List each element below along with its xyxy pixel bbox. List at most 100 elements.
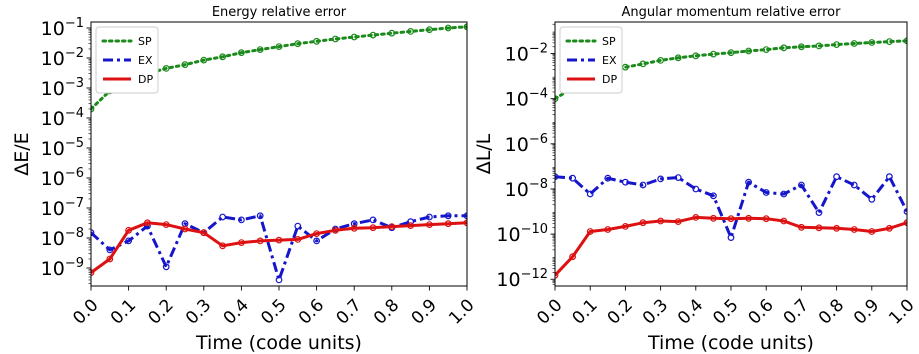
data-point-sp [833,41,840,48]
data-point-ex [313,237,321,245]
data-point-ex [850,181,858,189]
data-point-ex [91,229,95,237]
data-point-ex [350,220,358,228]
data-point-dp [388,223,396,231]
data-point-sp [444,24,452,32]
y-tick-label: 10−7 [41,196,84,220]
plot-frame [90,21,468,287]
data-point-sp [745,47,752,55]
data-point-sp [294,40,302,48]
y-tick-label: 10−8 [505,177,548,201]
y-tick-label: 10−2 [505,42,548,66]
x-tick-label: 0.0 [69,295,102,328]
data-point-ex [833,173,840,181]
data-point-ex [780,190,788,198]
legend-label-sp: SP [138,35,152,48]
x-tick-label: 0.8 [370,295,403,328]
data-point-dp [275,236,283,244]
data-point-ex [569,174,576,182]
legend: SP EX DP [559,26,623,94]
x-tick-label: 0.4 [674,295,707,328]
data-point-sp [91,105,95,113]
data-point-dp [294,235,302,243]
y-tick-label: 10−1 [41,16,84,40]
data-point-sp [275,43,283,50]
data-point-dp [833,224,840,232]
data-point-dp [692,213,700,221]
x-tick-label: 0.1 [568,295,601,328]
data-point-dp [710,214,717,222]
y-tick-label: 10−2 [41,46,84,70]
series-line-ex [555,175,907,240]
data-point-sp [350,33,358,41]
data-point-dp [463,219,467,227]
data-point-dp [762,215,770,223]
x-tick-label: 0.4 [220,295,253,328]
chart-panel-2: Angular momentum relative error 10−2 10−4 1… [473,5,919,354]
data-point-sp [463,23,467,31]
x-axis-label: Time (code units) [195,332,362,354]
y-tick-label: 10−4 [505,87,548,111]
data-point-ex [622,178,629,186]
plot-frame [554,21,908,287]
data-point-ex [444,212,452,220]
data-point-ex [219,213,227,221]
x-tick-label: 0.7 [780,295,813,328]
x-tick-label: 0.6 [744,295,777,328]
data-point-sp [200,56,208,64]
data-point-ex [586,190,594,198]
data-point-sp [886,38,893,45]
data-point-ex [275,276,283,284]
x-tick-label: 0.6 [295,295,328,328]
data-point-dp [256,237,264,245]
x-tick-label: 1.0 [445,295,478,328]
data-point-sp [850,40,858,47]
data-point-dp [125,226,133,234]
data-point-dp [407,222,415,230]
data-point-sp [692,52,700,60]
data-point-ex [237,216,245,224]
data-point-ex [463,212,467,220]
legend: SP EX DP [95,26,159,94]
data-point-dp [657,217,664,225]
series-line-dp [91,221,467,274]
data-point-dp [903,219,907,227]
chart-title: Energy relative error [212,5,347,20]
data-point-sp [369,31,377,39]
y-tick-label: 10−6 [505,132,548,156]
data-point-dp [350,224,358,232]
data-point-dp [313,230,321,238]
data-point-ex [674,174,682,182]
data-point-dp [106,255,114,263]
y-axis-label: ΔE/E [11,132,33,175]
legend-label-ex: EX [138,54,153,67]
data-point-sp [388,29,396,37]
data-point-ex [815,209,823,217]
data-point-dp [745,214,752,222]
data-point-ex [692,185,700,193]
data-point-dp [622,222,629,230]
series-line-ex [91,214,467,282]
data-point-sp [815,42,823,50]
data-point-sp [181,61,189,69]
data-point-dp [850,226,858,233]
data-point-dp [143,219,151,227]
y-axis-label: ΔL/L [473,133,495,174]
legend-label-sp: SP [602,35,616,48]
data-point-ex [868,195,876,203]
data-point-sp [657,57,664,64]
data-point-dp [727,215,735,223]
data-point-ex [106,246,114,254]
y-tick-label: 10−6 [41,166,84,190]
x-axis-label: Time (code units) [647,332,814,354]
x-tick-label: 0.0 [533,295,566,328]
data-point-ex [256,212,264,220]
data-point-ex [426,213,433,221]
data-point-dp [639,219,647,227]
y-tick-label: 10−4 [41,106,84,130]
data-point-ex [762,189,770,196]
y-tick-label: 10−8 [41,226,84,250]
x-tick-label: 0.9 [408,295,441,328]
data-point-dp [798,223,805,231]
